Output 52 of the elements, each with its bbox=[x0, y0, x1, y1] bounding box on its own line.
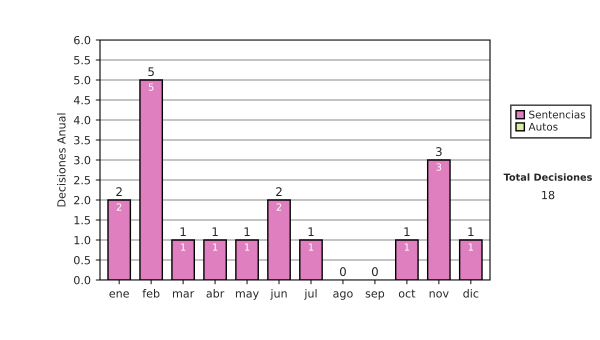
total-label: 1 bbox=[404, 227, 410, 236]
text: 18 bbox=[542, 190, 554, 200]
data-label: 1 bbox=[181, 244, 186, 251]
y-tick-label: 5.5 bbox=[74, 56, 90, 64]
x-tick-label: sep bbox=[366, 291, 384, 300]
x-tick-label: ago bbox=[333, 291, 353, 300]
y-tick-label: 5.0 bbox=[74, 76, 90, 84]
text: Total Decisiones bbox=[504, 173, 592, 181]
x-tick-label: mar bbox=[173, 291, 194, 298]
total-label: 1 bbox=[244, 227, 250, 236]
data-label: 5 bbox=[148, 84, 154, 91]
y-tick-label: 0.0 bbox=[74, 276, 90, 284]
x-tick-label: jun bbox=[270, 289, 287, 300]
y-tick-label: 3.0 bbox=[74, 156, 90, 164]
x-tick-label: nov bbox=[430, 291, 449, 298]
data-label: 3 bbox=[436, 163, 442, 171]
legend-label: Sentencias bbox=[529, 110, 586, 118]
data-label: 1 bbox=[245, 244, 250, 251]
y-tick-label: 1.0 bbox=[74, 236, 90, 244]
total-label: 0 bbox=[340, 267, 346, 276]
y-tick-label: 2.5 bbox=[74, 176, 90, 184]
data-label: 1 bbox=[213, 244, 218, 251]
y-tick-label: 0.5 bbox=[74, 256, 90, 264]
data-label: 1 bbox=[404, 244, 410, 251]
x-tick-label: dic bbox=[463, 289, 478, 298]
total-label: 1 bbox=[308, 227, 314, 236]
total-label: 2 bbox=[276, 187, 282, 196]
total-label: 3 bbox=[436, 147, 442, 156]
y-tick-label: 4.5 bbox=[74, 96, 90, 104]
y-axis-title: Decisiones Anual bbox=[56, 114, 66, 206]
total-label: 2 bbox=[116, 187, 122, 196]
x-tick-label: feb bbox=[142, 289, 160, 298]
total-label: 1 bbox=[180, 227, 186, 236]
data-label: 1 bbox=[468, 244, 474, 251]
total-label: 1 bbox=[212, 227, 218, 236]
x-tick-label: jul bbox=[304, 289, 317, 300]
y-tick-label: 3.5 bbox=[74, 136, 90, 144]
total-label: 0 bbox=[372, 267, 378, 276]
x-tick-label: ene bbox=[109, 291, 129, 298]
x-tick-label: oct bbox=[398, 290, 416, 298]
total-label: 1 bbox=[468, 227, 474, 236]
y-tick-label: 4.0 bbox=[74, 116, 90, 124]
data-label: 2 bbox=[116, 203, 122, 211]
data-label: 1 bbox=[308, 244, 314, 251]
data-label: 2 bbox=[276, 203, 282, 211]
total-label: 5 bbox=[148, 67, 154, 76]
y-tick-label: 6.0 bbox=[74, 36, 90, 44]
legend-label: Autos bbox=[528, 122, 558, 131]
y-tick-label: 1.5 bbox=[74, 216, 90, 224]
x-tick-label: abr bbox=[206, 289, 224, 298]
y-tick-label: 2.0 bbox=[74, 196, 90, 204]
x-tick-label: may bbox=[236, 291, 259, 300]
